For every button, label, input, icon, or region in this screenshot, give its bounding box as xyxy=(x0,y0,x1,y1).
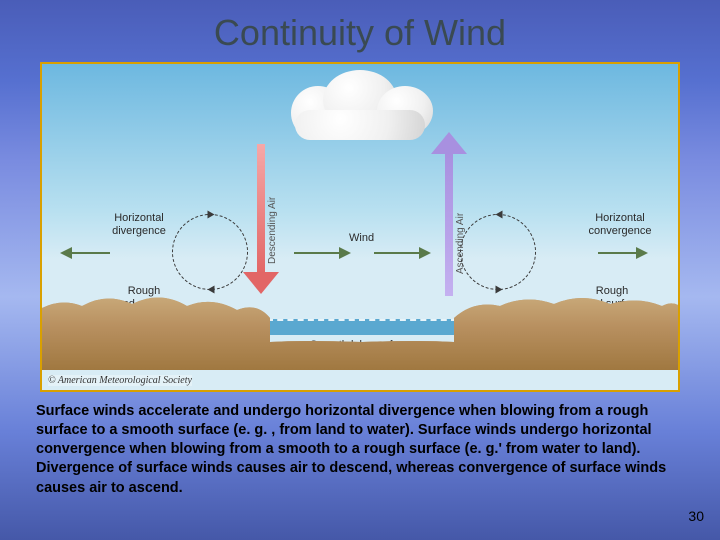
harrow-2-icon xyxy=(294,252,349,254)
ascending-arrow-icon xyxy=(445,152,453,296)
harrow-1-icon xyxy=(62,252,110,254)
right-circulation-icon xyxy=(460,214,536,290)
slide: Continuity of Wind Descending Air Ascend… xyxy=(0,0,720,540)
hconv-line1: Horizontal xyxy=(595,212,645,224)
wind-label: Wind xyxy=(349,232,374,245)
slide-title: Continuity of Wind xyxy=(0,0,720,54)
diagram-credit: © American Meteorological Society xyxy=(48,375,192,386)
hdiv-label: Horizontal divergence xyxy=(104,212,174,237)
descending-label: Descending Air xyxy=(267,164,278,264)
land-icon xyxy=(42,290,680,370)
harrow-4-icon xyxy=(598,252,646,254)
left-circulation-icon xyxy=(172,214,248,290)
hconv-line2: convergence xyxy=(589,225,652,237)
cloud-icon xyxy=(285,68,435,132)
page-number: 30 xyxy=(688,508,704,524)
diagram: Descending Air Ascending Air Horizontal … xyxy=(40,62,680,392)
hconv-label: Horizontal convergence xyxy=(580,212,660,237)
hdiv-line1: Horizontal xyxy=(114,212,164,224)
harrow-3-icon xyxy=(374,252,429,254)
hdiv-line2: divergence xyxy=(112,225,166,237)
descending-arrow-icon xyxy=(257,144,265,274)
caption-text: Surface winds accelerate and undergo hor… xyxy=(36,402,684,498)
